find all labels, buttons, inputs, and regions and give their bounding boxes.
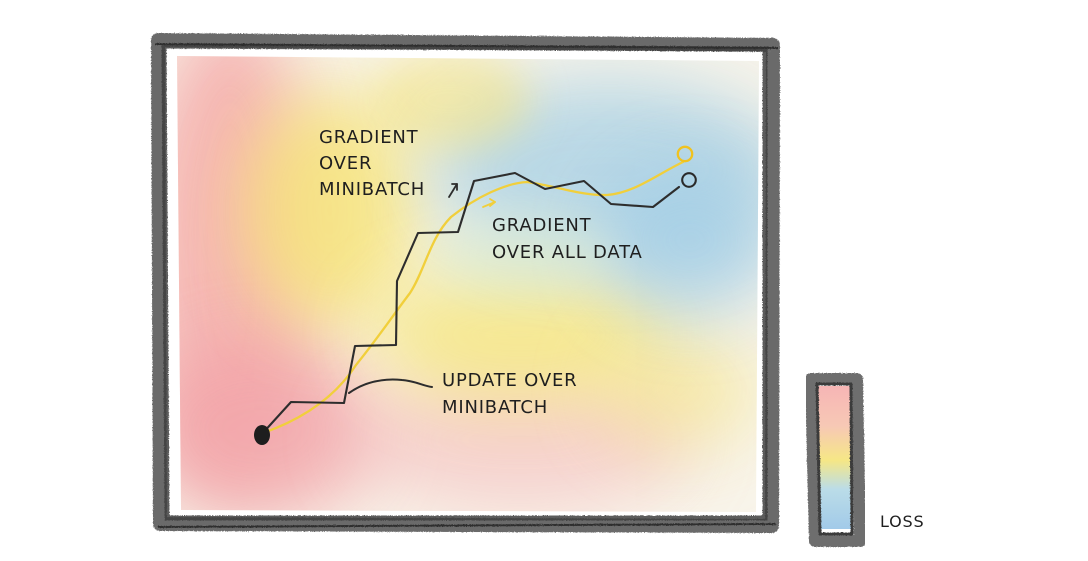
- loss-map: [177, 56, 759, 512]
- loss-legend: LOSS: [805, 373, 924, 547]
- gradient-all-data-arrow: [482, 198, 496, 208]
- gradient-all-data-line-1: GRADIENT: [492, 215, 592, 236]
- goal-point-yellow: [676, 145, 694, 163]
- update-label-line-1: UPDATE OVER: [442, 370, 577, 391]
- chart-frame: [151, 33, 780, 533]
- gradient-minibatch-line-2: OVER: [319, 153, 372, 174]
- gradient-minibatch-arrow: [448, 183, 458, 198]
- loss-legend-label: LOSS: [880, 512, 924, 531]
- gradient-minibatch-line-1: GRADIENT: [319, 127, 419, 148]
- update-label: UPDATE OVER MINIBATCH: [442, 370, 577, 418]
- gradient-all-data-line-2: OVER ALL DATA: [492, 242, 643, 263]
- update-callout-line: [348, 378, 433, 394]
- goal-point-black: [681, 172, 697, 188]
- gradient-all-data-label: GRADIENT OVER ALL DATA: [492, 215, 643, 263]
- full-gradient-path: [261, 160, 685, 435]
- minibatch-update-path: [259, 171, 681, 437]
- update-label-line-2: MINIBATCH: [442, 397, 548, 418]
- start-point: [254, 425, 270, 445]
- gradient-minibatch-label: GRADIENT OVER MINIBATCH: [319, 127, 425, 200]
- gradient-minibatch-line-3: MINIBATCH: [319, 179, 425, 200]
